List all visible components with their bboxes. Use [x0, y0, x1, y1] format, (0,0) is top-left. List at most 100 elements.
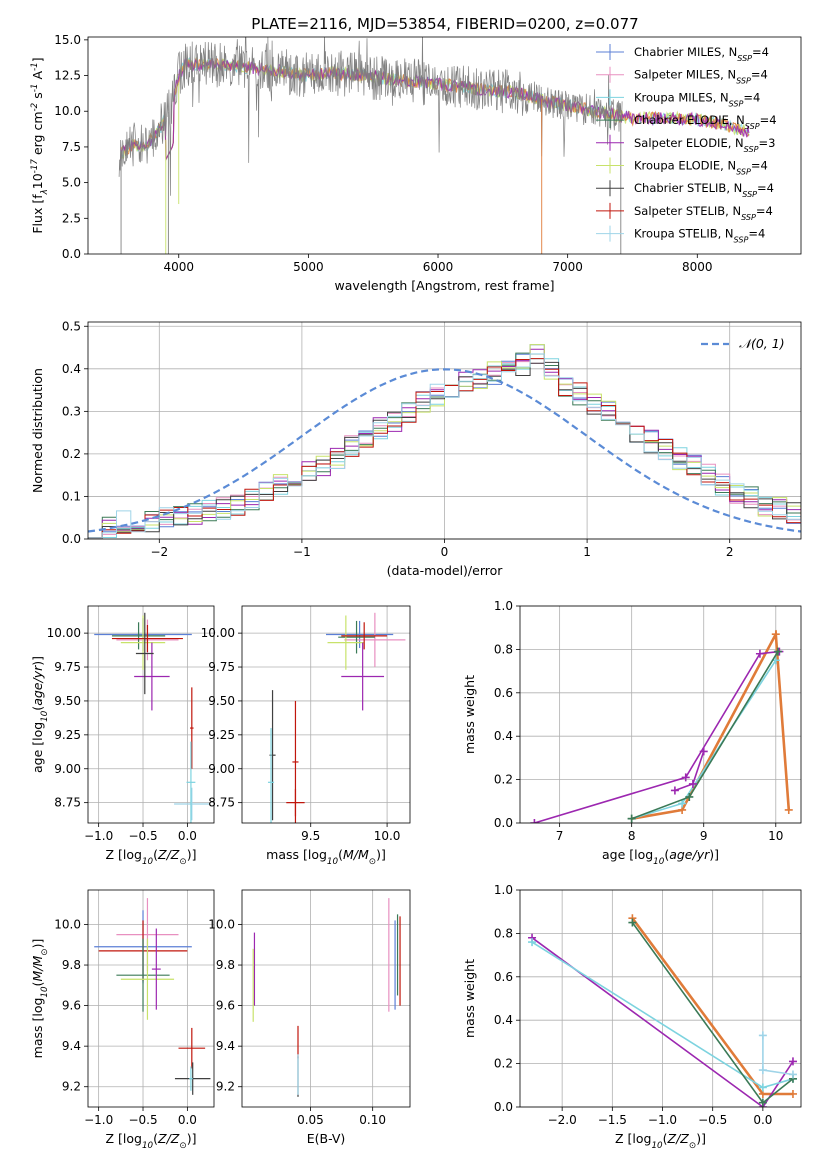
- y-tick-label: 7.5: [62, 140, 81, 154]
- axes-frame: [519, 889, 802, 1108]
- legend-entry: Chabrier MILES, NSSP=4: [634, 45, 769, 63]
- y-tick-label: 0.2: [494, 1057, 513, 1071]
- errorbar-plot-area: [94, 612, 210, 823]
- x-axis-label: age [log10(age/yr)]: [602, 847, 719, 867]
- weight-point-marker: [678, 799, 687, 808]
- weight-point-marker: [755, 649, 764, 658]
- x-axis-label: Z [log10(Z/Z⊙)]: [615, 1131, 706, 1151]
- y-tick-label: 10.00: [47, 626, 81, 640]
- y-tick-label: 9.6: [216, 999, 235, 1013]
- x-tick-label: 1: [583, 545, 591, 559]
- x-tick-label: 0: [441, 545, 449, 559]
- x-tick-label: 7000: [552, 260, 583, 274]
- legend-entry: Salpeter MILES, NSSP=4: [634, 68, 768, 86]
- y-tick-label: 8.75: [54, 796, 81, 810]
- weight-point-marker: [788, 1089, 797, 1098]
- y-axis-label: mass [log10(M/M⊙)]: [30, 939, 50, 1059]
- x-axis-label: mass [log10(M/M⊙)]: [266, 847, 386, 867]
- weight-point-marker: [773, 647, 782, 656]
- weight-point-marker: [699, 747, 708, 756]
- x-tick-label: 9: [700, 829, 708, 843]
- gaussian-curve: [88, 368, 801, 533]
- x-tick-label: −0.5: [128, 1113, 157, 1127]
- y-tick-label: 9.4: [216, 1039, 235, 1053]
- y-tick-label: 9.25: [54, 728, 81, 742]
- axes-frame: [241, 889, 411, 1108]
- weight-point-marker: [681, 773, 690, 782]
- y-tick-label: 0.0: [494, 816, 513, 830]
- x-axis-label: (data-model)/error: [387, 563, 504, 578]
- weight-point-marker: [688, 779, 697, 788]
- y-tick-label: 0.4: [494, 729, 513, 743]
- y-tick-label: 9.8: [216, 958, 235, 972]
- weight-series-line: [534, 650, 780, 823]
- weight-point-marker: [685, 792, 694, 801]
- x-tick-label: −2: [150, 545, 168, 559]
- figure-title: PLATE=2116, MJD=53854, FIBERID=0200, z=0…: [251, 15, 638, 33]
- x-tick-label: 0.10: [359, 1113, 386, 1127]
- data-spectrum-line: [118, 37, 623, 196]
- x-tick-label: 0.05: [297, 1113, 324, 1127]
- y-tick-label: 10.0: [208, 917, 235, 931]
- legend-entry: Chabrier STELIB, NSSP=4: [634, 181, 774, 199]
- age-vs-metallicity-panel: −1.0 −0.5 0.0 8.75 9.00 9.25 9.50 9.75 10.00 Z [l…: [30, 605, 215, 867]
- weight-point-marker: [628, 918, 637, 927]
- weight-point-marker: [530, 819, 539, 823]
- residual-histogram: [88, 353, 801, 539]
- spectrum-plot-area: [118, 37, 750, 254]
- weights-plot-area: [528, 914, 797, 1107]
- y-tick-label: 9.75: [208, 660, 235, 674]
- weight-point-marker: [788, 1057, 797, 1066]
- weight-series-line: [631, 651, 779, 820]
- residual-histogram: [88, 344, 801, 539]
- x-tick-label: 8000: [682, 260, 713, 274]
- y-tick-label: 9.25: [208, 728, 235, 742]
- x-tick-label: −1.5: [598, 1113, 627, 1127]
- y-axis-label: Normed distribution: [30, 368, 45, 493]
- x-tick-label: −0.5: [698, 1113, 727, 1127]
- x-tick-label: 8: [628, 829, 636, 843]
- weight-point-marker: [627, 814, 636, 823]
- x-tick-label: 0.0: [753, 1113, 772, 1127]
- y-tick-label: 1.0: [494, 599, 513, 613]
- y-tick-label: 0.4: [62, 362, 81, 376]
- x-tick-label: −1: [293, 545, 311, 559]
- x-tick-label: 6000: [423, 260, 454, 274]
- legend-entry: Chabrier ELODIE, NSSP=4: [634, 113, 777, 131]
- x-tick-label: 5000: [293, 260, 324, 274]
- x-tick-label: 2: [726, 545, 734, 559]
- axes-frame: [87, 36, 802, 255]
- y-tick-label: 0.4: [494, 1013, 513, 1027]
- y-axis-label: age [log10(age/yr)]: [30, 656, 50, 773]
- x-axis-label: wavelength [Angstrom, rest frame]: [334, 278, 554, 293]
- y-tick-label: 10.0: [54, 104, 81, 118]
- weight-point-marker: [784, 805, 793, 814]
- x-tick-label: 9.5: [301, 829, 320, 843]
- histogram-plot-area: [88, 344, 801, 539]
- y-tick-label: 0.2: [494, 773, 513, 787]
- y-tick-label: 9.50: [208, 694, 235, 708]
- y-tick-label: 15.0: [54, 33, 81, 47]
- legend-entry: Kroupa MILES, NSSP=4: [634, 90, 760, 108]
- weights-vs-age-panel: 7 8 9 10 0.0 0.2 0.4 0.6 0.8 1.0 age [log10(age/yr…: [462, 599, 802, 867]
- y-tick-label: 9.75: [54, 660, 81, 674]
- x-tick-label: 10: [768, 829, 783, 843]
- x-tick-label: −0.5: [128, 829, 157, 843]
- weight-point-marker: [670, 786, 679, 795]
- y-tick-label: 9.50: [54, 694, 81, 708]
- y-tick-label: 0.8: [494, 642, 513, 656]
- y-tick-label: 0.0: [62, 532, 81, 546]
- x-tick-label: 0.0: [178, 829, 197, 843]
- y-tick-label: 9.00: [54, 762, 81, 776]
- legend-entry: Salpeter STELIB, NSSP=4: [634, 204, 773, 222]
- y-axis-label: mass weight: [462, 959, 477, 1038]
- legend-entry: Kroupa ELODIE, NSSP=4: [634, 159, 768, 177]
- weight-point-marker: [758, 1066, 767, 1075]
- x-tick-label: 10.0: [374, 829, 401, 843]
- y-axis-label: Flux [fλ10-17 erg cm-2 s-1 A-1]: [30, 57, 50, 233]
- gaussian-legend-label: 𝒩(0, 1): [739, 336, 785, 351]
- weight-series-line: [631, 629, 791, 820]
- y-tick-label: 0.3: [62, 404, 81, 418]
- errorbar-plot-area: [252, 898, 401, 1097]
- y-tick-label: 9.2: [62, 1080, 81, 1094]
